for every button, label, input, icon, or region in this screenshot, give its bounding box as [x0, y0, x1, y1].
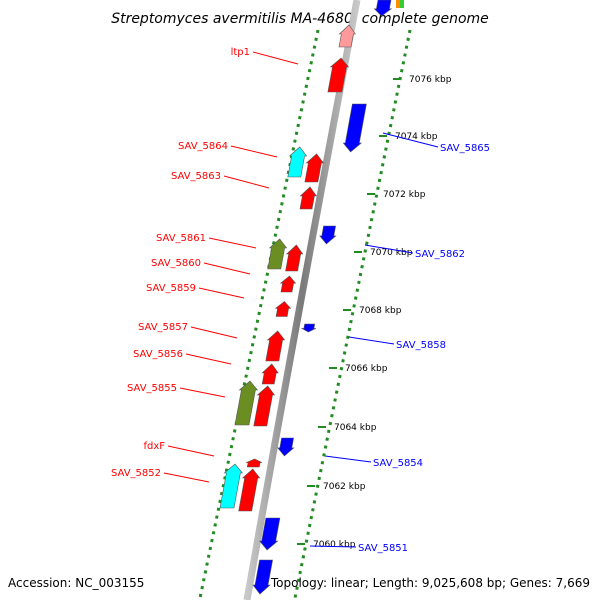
gene-SAV_5859	[279, 275, 297, 293]
gene-SAV_5863	[299, 186, 317, 210]
gene-SAV_5855	[234, 380, 259, 426]
gene-SAV_5862	[319, 225, 337, 245]
scale-tick-label: 7076 kbp	[409, 75, 452, 85]
gene-SAV_5858-fwd	[274, 301, 292, 317]
scale-tick-label: 7062 kbp	[323, 482, 366, 492]
gene-ltp1	[327, 57, 350, 93]
gene-label-leader	[185, 353, 232, 365]
gene-label: SAV_5864	[178, 141, 228, 152]
map-layer: 7076 kbp 7074 kbp 7072 kbp 7070 kbp 7068 kbp…	[111, 0, 490, 600]
top-marker-green	[400, 0, 404, 8]
gene-label-leader	[230, 145, 278, 158]
gene-label: SAV_5863	[171, 171, 221, 182]
gene-fdxF	[245, 458, 263, 468]
gene-label: ltp1	[231, 47, 250, 58]
gene-SAV_5855-adj	[253, 385, 276, 427]
gene-label-leader	[163, 472, 210, 483]
gene-label: SAV_5861	[156, 233, 206, 244]
gene-label-leader	[167, 445, 215, 457]
gene-SAV_5864-adj	[304, 153, 325, 183]
gene-label: SAV_5862	[415, 249, 465, 260]
gene-label: fdxF	[143, 441, 165, 452]
gene-SAV_5861	[267, 238, 288, 270]
scale-tick-label: 7066 kbp	[345, 364, 388, 374]
scale-tick-label: 7070 kbp	[370, 248, 413, 258]
gene-label: SAV_5865	[440, 143, 490, 154]
gene-label: SAV_5858	[396, 340, 446, 351]
gene-label: SAV_5860	[151, 258, 201, 269]
scale-tick-label: 7064 kbp	[334, 423, 377, 433]
genome-stats-text: Topology: linear; Length: 9,025,608 bp; …	[270, 576, 590, 590]
scale-tick-label: 7060 kbp	[313, 540, 356, 550]
gene-label-leader	[190, 326, 238, 339]
scale-tick-label: 7074 kbp	[395, 132, 438, 142]
right-ruler-line	[293, 29, 412, 599]
gene-bottom-blue	[252, 559, 273, 595]
gene-ltp1-upper	[338, 24, 356, 48]
gene-SAV_5857	[265, 330, 286, 362]
gene-label-leader	[324, 455, 372, 463]
scale-tick-label: 7068 kbp	[359, 306, 402, 316]
gene-label-leader	[348, 336, 395, 345]
gene-label: SAV_5857	[138, 322, 188, 333]
gene-SAV_5852-adj	[238, 468, 261, 512]
gene-SAV_5858	[300, 323, 317, 333]
gene-label-leader	[203, 262, 251, 275]
map-title: Streptomyces avermitilis MA-4680, comple…	[111, 11, 489, 27]
gene-label-leader	[252, 51, 299, 65]
gene-label-leader	[223, 175, 270, 189]
gene-SAV_5865	[342, 103, 367, 153]
gene-label: SAV_5856	[133, 349, 183, 360]
gene-SAV_5860	[285, 244, 304, 272]
gene-label-leader	[198, 287, 245, 299]
gene-label-leader	[364, 244, 414, 254]
gene-label: SAV_5859	[146, 283, 196, 294]
gene-label-leader	[179, 387, 226, 398]
gene-SAV_5852	[219, 463, 244, 509]
accession-text: Accession: NC_003155	[8, 576, 144, 590]
left-ruler-line	[198, 29, 320, 599]
gene-SAV_5854	[277, 437, 295, 457]
gene-label-leader	[309, 545, 357, 548]
top-marker-orange	[396, 0, 400, 8]
gene-SAV_5864	[287, 146, 308, 178]
gene-label: SAV_5851	[358, 543, 408, 554]
gene-label: SAV_5855	[127, 383, 177, 394]
gene-label: SAV_5854	[373, 458, 423, 469]
gene-label-leader	[382, 132, 439, 148]
gene-label: SAV_5852	[111, 468, 161, 479]
gene-SAV_5851	[259, 517, 281, 551]
gene-label-leader	[208, 237, 257, 249]
gene-SAV_5856	[261, 363, 279, 385]
scale-tick-label: 7072 kbp	[383, 190, 426, 200]
gene-top-blue	[373, 0, 393, 17]
